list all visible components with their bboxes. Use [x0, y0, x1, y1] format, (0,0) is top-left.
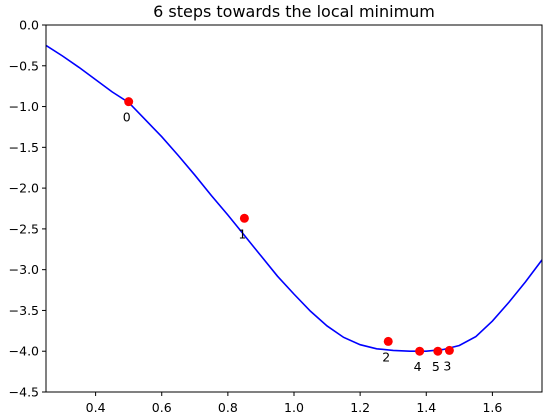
step-point-3 [444, 345, 454, 355]
y-tick-label: −4.0 [9, 344, 39, 359]
plot-frame [45, 24, 543, 393]
y-tick-label: −2.0 [9, 181, 39, 196]
axes: 0.4 0.6 0.8 1.0 1.2 1.4 1.6 0.0 −0.5 −1.0 −1.5 −2.0… [9, 18, 543, 415]
y-tick-label: −1.0 [9, 99, 39, 114]
y-tick-label: −0.5 [9, 58, 39, 73]
step-label-4: 4 [414, 359, 422, 374]
y-tick-label: −4.5 [9, 385, 39, 400]
step-label-5: 5 [432, 359, 440, 374]
step-label-3: 3 [443, 358, 451, 373]
x-tick-label: 1.6 [482, 400, 502, 415]
plot-area: 0 1 2 3 4 5 [46, 44, 542, 374]
x-tick-label: 0.4 [86, 400, 106, 415]
x-tick-label: 1.2 [350, 400, 370, 415]
step-point-1 [239, 213, 249, 223]
chart-title: 6 steps towards the local minimum [153, 2, 435, 21]
step-label-2: 2 [382, 349, 390, 364]
y-tick-label: −1.5 [9, 140, 39, 155]
step-point-2 [383, 336, 393, 346]
x-tick-label: 1.4 [416, 400, 436, 415]
y-tick-label: −3.5 [9, 303, 39, 318]
curve-line [46, 44, 542, 353]
step-point-5 [433, 346, 443, 356]
x-tick-label: 0.6 [152, 400, 172, 415]
step-point-0 [124, 97, 134, 107]
x-tick-label: 1.0 [284, 400, 304, 415]
y-tick-label: 0.0 [19, 18, 39, 33]
x-tick-label: 0.8 [218, 400, 238, 415]
step-label-0: 0 [123, 110, 131, 125]
step-point-4 [415, 346, 425, 356]
step-label-1: 1 [238, 226, 246, 241]
y-tick-label: −2.5 [9, 221, 39, 236]
y-tick-label: −3.0 [9, 262, 39, 277]
